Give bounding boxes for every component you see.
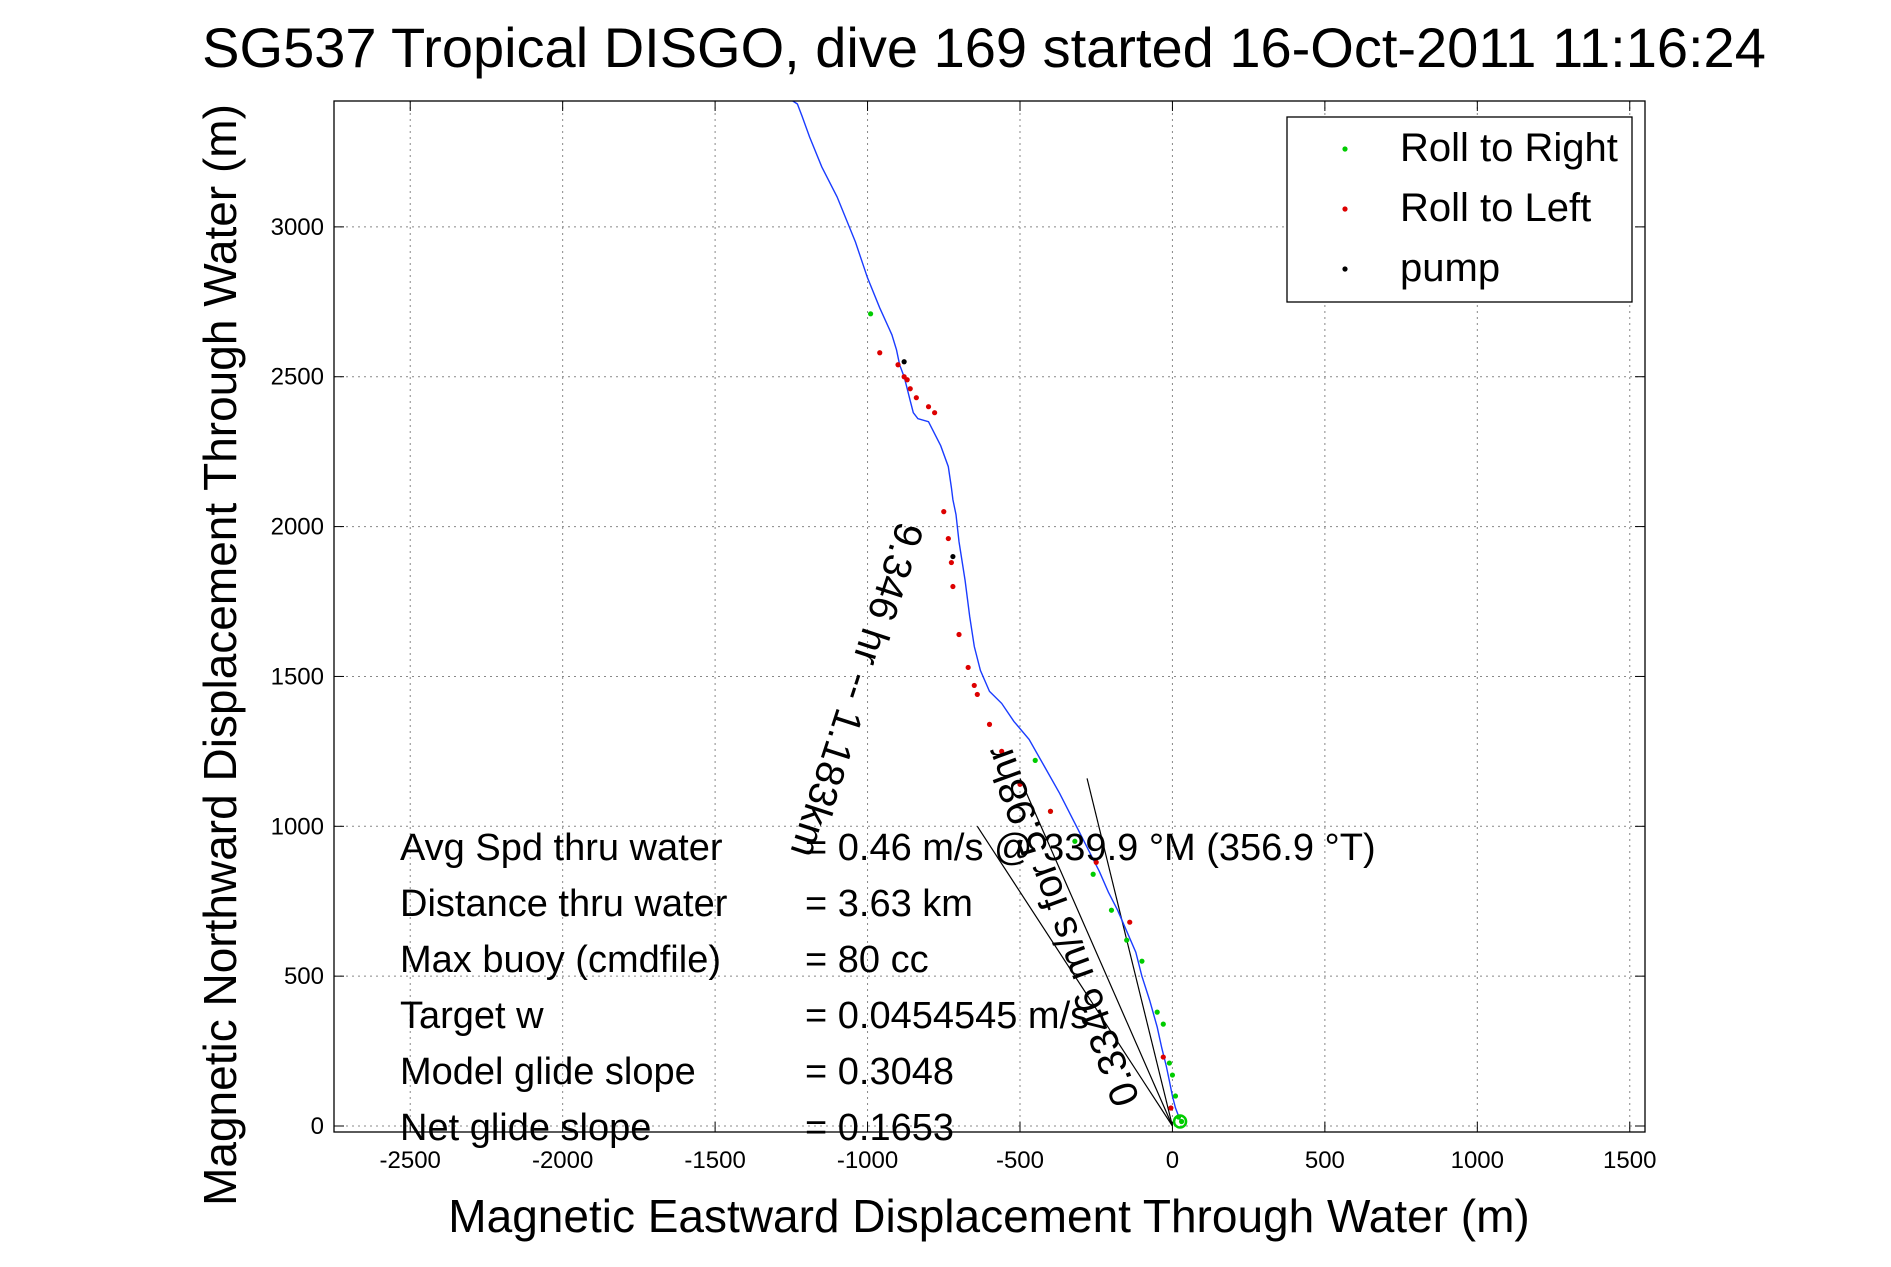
legend-entry: pump	[1400, 246, 1500, 290]
legend: Roll to Right Roll to Left pump	[1286, 116, 1633, 303]
stat-label: Max buoy (cmdfile)	[400, 939, 721, 981]
point-roll-to-right	[1124, 937, 1130, 943]
track-line	[792, 100, 1181, 1121]
stat-label: Target w	[400, 995, 544, 1037]
glide-vector-line	[1019, 778, 1173, 1127]
stat-value: = 80 cc	[805, 939, 929, 981]
y-axis-label: Magnetic Northward Displacement Through …	[194, 104, 246, 1206]
stat-value: = 0.0454545 m/s	[805, 995, 1089, 1037]
x-tick-label: -2000	[532, 1147, 593, 1174]
point-roll-to-left	[1127, 919, 1133, 925]
point-roll-to-left	[1017, 781, 1023, 787]
point-roll-to-right	[1172, 1093, 1179, 1099]
stats-box: Avg Spd thru water = 0.46 m/s @ 339.9 °M …	[400, 827, 1376, 1149]
y-tick-label: 500	[284, 963, 324, 990]
y-tick-label: 1500	[271, 663, 324, 690]
x-tick-label: 1000	[1451, 1147, 1504, 1174]
legend-entry: Roll to Left	[1400, 186, 1591, 230]
glide-vector-line	[1086, 778, 1174, 1127]
stat-value: = 0.3048	[805, 1051, 954, 1093]
legend-entry: Roll to Right	[1400, 126, 1618, 170]
stat-value: = 3.63 km	[805, 883, 973, 925]
y-tick-label: 2500	[271, 364, 324, 391]
point-roll-to-right	[1166, 1060, 1172, 1066]
point-roll-to-right	[1178, 1118, 1185, 1125]
y-tick-label: 1000	[271, 813, 324, 840]
plot-frame	[333, 100, 1646, 1133]
stat-label: Avg Spd thru water	[400, 827, 723, 869]
point-roll-to-left	[932, 410, 938, 416]
stat-value: = 0.46 m/s @ 339.9 °M (356.9 °T)	[805, 827, 1376, 869]
point-roll-to-left	[1168, 1105, 1174, 1111]
point-roll-to-right	[1139, 958, 1145, 964]
stat-label: Model glide slope	[400, 1051, 696, 1093]
x-tick-label: 0	[1166, 1147, 1179, 1174]
point-roll-to-left	[1160, 1054, 1166, 1060]
point-roll-to-right	[867, 311, 874, 317]
point-roll-to-left	[948, 559, 954, 566]
legend-marker	[1342, 266, 1348, 272]
legend-marker	[1342, 146, 1348, 152]
point-roll-to-left	[1047, 808, 1054, 814]
y-tick-label: 0	[311, 1113, 324, 1140]
x-tick-label: 1500	[1603, 1147, 1656, 1174]
chart-title: SG537 Tropical DISGO, dive 169 started 1…	[202, 16, 1766, 79]
point-roll-to-right	[1090, 871, 1096, 877]
x-axis-label: Magnetic Eastward Displacement Through W…	[448, 1190, 1529, 1242]
stat-label: Distance thru water	[400, 883, 728, 925]
data-layer	[792, 100, 1188, 1129]
point-roll-to-right	[1160, 1021, 1166, 1027]
point-roll-to-left	[1093, 859, 1099, 865]
point-roll-to-left	[941, 509, 947, 515]
point-roll-to-left	[925, 404, 932, 410]
point-roll-to-left	[877, 350, 883, 356]
point-roll-to-left	[913, 395, 919, 401]
point-roll-to-left	[986, 721, 993, 727]
point-pump	[950, 553, 956, 560]
y-tick-label: 2000	[271, 514, 324, 541]
axis-ticks: -2500 -2000 -1500 -1000 -500 0 500 1000 1500 0 500…	[271, 101, 1656, 1174]
point-roll-to-left	[895, 362, 901, 368]
point-roll-to-left	[956, 631, 962, 638]
stat-value: = 0.1653	[805, 1107, 954, 1149]
x-tick-label: -1000	[837, 1147, 898, 1174]
legend-marker	[1342, 206, 1348, 212]
y-tick-label: 3000	[271, 214, 324, 241]
point-roll-to-left	[907, 386, 913, 392]
point-roll-to-right	[1108, 907, 1115, 913]
point-roll-to-right	[1154, 1009, 1160, 1015]
point-roll-to-left	[950, 583, 956, 590]
x-tick-label: 500	[1305, 1147, 1345, 1174]
surfacing-marker	[1172, 1114, 1188, 1129]
point-roll-to-left	[901, 374, 907, 380]
stat-label: Net glide slope	[400, 1107, 651, 1149]
point-roll-to-right	[1032, 757, 1038, 763]
point-roll-to-left	[965, 664, 971, 671]
point-pump	[901, 359, 907, 365]
glide-vector-line	[976, 825, 1173, 1127]
point-roll-to-left	[945, 535, 951, 542]
point-roll-to-left	[974, 691, 980, 698]
x-tick-label: -2500	[380, 1147, 441, 1174]
point-roll-to-left	[999, 748, 1005, 754]
grid	[334, 101, 1645, 1132]
annotations: 0.3346 m/s for 5.98hr 9.346 hr -- 1.183k…	[400, 517, 1376, 1149]
point-roll-to-right	[1169, 1072, 1176, 1078]
current-label: 9.346 hr -- 1.183km	[782, 517, 932, 863]
x-tick-label: -500	[996, 1147, 1044, 1174]
point-roll-to-left	[971, 682, 977, 689]
x-tick-label: -1500	[684, 1147, 745, 1174]
point-roll-to-right	[1072, 838, 1078, 844]
